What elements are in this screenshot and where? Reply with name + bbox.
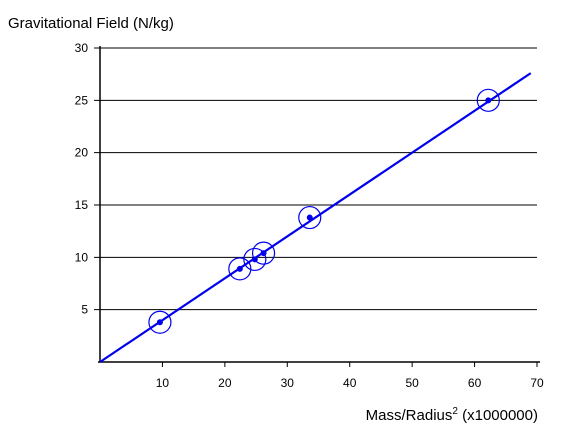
trendline	[99, 72, 532, 363]
x-tick-label: 20	[218, 376, 232, 390]
x-axis-title: Mass/Radius2 (x1000000)	[366, 406, 538, 424]
y-tick-label: 30	[75, 41, 89, 55]
data-point-ring	[476, 88, 500, 112]
data-point	[306, 214, 313, 221]
data-point-ring	[148, 310, 172, 334]
trendline-group	[99, 72, 532, 363]
data-point-ring	[243, 247, 267, 272]
data-point-ring	[298, 205, 322, 230]
x-tick-label: 50	[405, 376, 419, 390]
data-point-ring	[228, 257, 252, 281]
data-point-ring	[251, 241, 276, 265]
x-axis-title-suffix: (x1000000)	[458, 407, 538, 424]
points	[148, 88, 500, 334]
data-point	[260, 250, 267, 257]
y-axis-title: Gravitational Field (N/kg)	[8, 15, 174, 32]
data-point	[236, 265, 243, 272]
x-tick-label: 10	[156, 376, 170, 390]
y-tick-label: 15	[75, 198, 89, 212]
data-point	[485, 97, 492, 104]
data-point	[156, 319, 163, 326]
y-tick-label: 10	[75, 250, 89, 264]
y-tick-label: 25	[75, 93, 89, 107]
x-axis-title-superscript: 2	[452, 406, 458, 417]
y-tick-label: 5	[81, 303, 88, 317]
x-tick-label: 40	[343, 376, 357, 390]
x-axis-title-main: Mass/Radius	[366, 407, 453, 424]
x-tick-label: 30	[281, 376, 295, 390]
x-tick-label: 70	[530, 376, 544, 390]
y-ticks: 5 10 15 20 25 30	[75, 41, 89, 317]
axes	[98, 46, 540, 363]
grid	[94, 47, 537, 311]
x-ticks: 10 20 30 40 50 60 70	[156, 362, 544, 390]
y-tick-label: 20	[75, 146, 89, 160]
x-tick-label: 60	[468, 376, 482, 390]
